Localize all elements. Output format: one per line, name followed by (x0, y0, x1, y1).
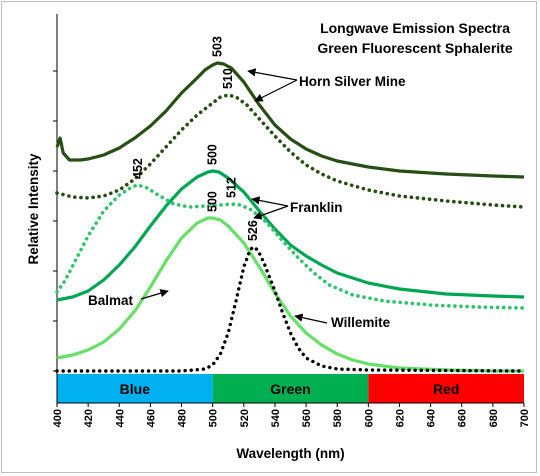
peak-labels: 503 510 452 500 512 500 526 (131, 36, 260, 241)
label-franklin: Franklin (290, 200, 343, 215)
x-tick-label: 500 (208, 409, 220, 427)
x-tick-label: 520 (239, 409, 251, 427)
y-axis-title: Relative Intensity (26, 153, 41, 265)
peak-label-500: 500 (206, 144, 220, 165)
x-tick-label: 700 (519, 409, 531, 427)
x-tick-label: 560 (301, 409, 313, 427)
x-tick-label: 440 (114, 409, 126, 427)
x-axis-title: Wavelength (nm) (236, 446, 344, 461)
series-horn-solid (55, 61, 525, 179)
peak-label-512: 512 (224, 177, 238, 198)
x-tick-label: 460 (145, 409, 157, 427)
band-red (368, 374, 524, 403)
label-balmat: Balmat (88, 293, 134, 308)
band-label-green: Green (270, 381, 310, 397)
band-blue (57, 374, 213, 403)
label-horn-silver-mine: Horn Silver Mine (299, 74, 406, 89)
arrow-horn-dotted (254, 79, 298, 102)
peak-label-452: 452 (131, 158, 145, 179)
arrow-balmat (140, 289, 169, 300)
series-annotations: Horn Silver Mine Franklin Balmat Willemite (88, 68, 406, 330)
x-tick-label: 540 (270, 409, 282, 427)
series-franklin-solid (56, 169, 525, 302)
label-willemite: Willemite (331, 315, 391, 330)
x-tick-label: 420 (83, 409, 95, 427)
peak-label-526: 526 (246, 220, 260, 241)
x-tick-label: 580 (332, 409, 344, 427)
x-tick-label: 400 (52, 409, 64, 427)
arrow-franklin-solid (251, 196, 289, 207)
arrow-horn-solid (247, 68, 298, 81)
color-bands: Blue Green Red (57, 374, 524, 403)
x-tick-label: 660 (457, 409, 469, 427)
x-tick-label: 680 (488, 409, 500, 427)
peak-label-510: 510 (221, 68, 235, 89)
axes: 400 420 440 460 480 500 520 540 560 580 600 620 640 6… (52, 14, 531, 427)
chart-title-line-1: Longwave Emission Spectra (320, 20, 510, 36)
x-tick-label: 480 (177, 409, 189, 427)
arrow-franklin-dotted (253, 205, 289, 220)
x-tick-label: 600 (363, 409, 375, 427)
x-tick-label: 640 (426, 409, 438, 427)
peak-label-500: 500 (206, 191, 220, 212)
x-tick-label: 620 (394, 409, 406, 427)
series-franklin-dotted (55, 183, 526, 310)
series-balmat (56, 216, 524, 373)
series-layer (55, 61, 526, 373)
band-label-red: Red (433, 381, 459, 397)
chart-title-line-2: Green Fluorescent Sphalerite (317, 40, 512, 56)
band-green (212, 374, 369, 403)
band-label-blue: Blue (120, 381, 151, 397)
series-willemite (55, 245, 526, 373)
arrow-willemite (294, 313, 328, 324)
series-horn-dotted (55, 93, 526, 209)
peak-label-503: 503 (210, 36, 224, 57)
